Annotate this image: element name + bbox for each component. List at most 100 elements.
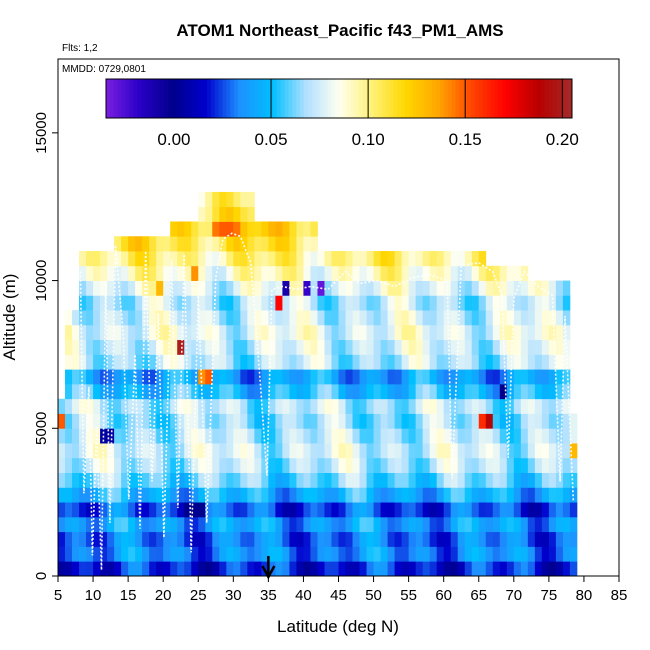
heatmap-cell <box>254 546 262 562</box>
heatmap-cell <box>226 457 234 473</box>
heatmap-cell <box>401 531 410 547</box>
heatmap-cell <box>282 516 290 533</box>
heatmap-cell <box>205 324 213 341</box>
heatmap-cell <box>534 546 543 562</box>
heatmap-cell <box>114 295 122 311</box>
heatmap-cell <box>457 472 466 488</box>
heatmap-cell <box>303 546 311 562</box>
heatmap-cell <box>408 310 417 326</box>
heatmap-cell <box>338 295 346 311</box>
heatmap-cell <box>345 457 353 473</box>
heatmap-cell <box>114 487 122 503</box>
heatmap-cell <box>303 236 311 252</box>
heatmap-cell <box>380 251 388 267</box>
heatmap-cell <box>520 561 529 577</box>
heatmap-cell <box>352 339 360 355</box>
heatmap-cell <box>121 236 129 252</box>
colorbar-segment <box>451 79 456 118</box>
heatmap-cell <box>205 280 213 296</box>
heatmap-cell <box>212 487 220 503</box>
heatmap-cell <box>184 280 192 296</box>
heatmap-cell <box>240 324 248 341</box>
heatmap-cell <box>226 206 234 222</box>
heatmap-cell <box>205 398 213 414</box>
heatmap-cell <box>373 457 381 473</box>
heatmap-cell <box>233 369 241 385</box>
heatmap-cell <box>107 354 115 370</box>
colorbar-segment <box>214 79 220 118</box>
heatmap-cell <box>303 516 311 533</box>
heatmap-cell <box>191 472 199 488</box>
chart-title: ATOM1 Northeast_Pacific f43_PM1_AMS <box>176 21 503 40</box>
heatmap-cell <box>527 413 536 429</box>
heatmap-cell <box>226 472 234 488</box>
heatmap-cell <box>555 413 564 429</box>
heatmap-cell <box>240 487 248 503</box>
heatmap-cell <box>170 236 178 252</box>
heatmap-cell <box>219 428 227 444</box>
heatmap-cell <box>135 443 143 459</box>
heatmap-cell <box>282 295 290 311</box>
heatmap-cell <box>401 561 410 577</box>
heatmap-cell <box>541 561 550 577</box>
heatmap-cell <box>345 398 353 414</box>
heatmap-cell <box>541 502 550 518</box>
heatmap-cell <box>520 265 529 281</box>
heatmap-cell <box>401 516 410 533</box>
heatmap-cell <box>93 251 101 267</box>
heatmap-cell <box>121 310 129 326</box>
heatmap-cell <box>450 280 459 296</box>
heatmap-cell <box>492 354 501 370</box>
heatmap-cell <box>226 265 234 281</box>
heatmap-cell <box>513 413 522 429</box>
heatmap-cell <box>471 516 480 533</box>
heatmap-cell <box>135 310 143 326</box>
heatmap-cell <box>275 310 283 326</box>
heatmap-cell <box>191 398 199 414</box>
heatmap-cell <box>366 339 374 355</box>
heatmap-cell <box>219 339 227 355</box>
heatmap-cell <box>240 472 248 488</box>
heatmap-cell <box>317 398 325 414</box>
heatmap-cell <box>303 561 311 577</box>
heatmap-cell <box>233 516 241 533</box>
heatmap-cell <box>163 324 171 341</box>
heatmap-cell <box>100 339 108 355</box>
x-tick-label: 85 <box>611 587 628 604</box>
colorbar-segment <box>537 79 542 118</box>
heatmap-cell <box>562 280 571 296</box>
heatmap-cell <box>296 280 304 296</box>
heatmap-cell <box>408 251 417 267</box>
heatmap-cell <box>93 472 101 488</box>
heatmap-cell <box>212 310 220 326</box>
heatmap-cell <box>380 339 388 355</box>
heatmap-cell <box>387 516 395 533</box>
heatmap-cell <box>450 428 459 444</box>
heatmap-cell <box>464 354 473 370</box>
heatmap-cell <box>478 531 487 547</box>
heatmap-cell <box>366 251 374 267</box>
colorbar-segment <box>253 79 258 118</box>
heatmap-cell <box>562 457 571 473</box>
heatmap-cell <box>499 369 508 385</box>
heatmap-cell <box>534 280 543 296</box>
heatmap-cell <box>457 324 466 341</box>
heatmap-cell <box>317 354 325 370</box>
heatmap-cell <box>562 310 571 326</box>
heatmap-cell <box>184 324 192 341</box>
heatmap-cell <box>317 457 325 473</box>
heatmap-cell <box>541 310 550 326</box>
colorbar-segment <box>346 79 352 118</box>
heatmap-cell <box>471 310 480 326</box>
heatmap-cell <box>261 516 269 533</box>
heatmap-cell <box>408 324 417 341</box>
heatmap-cell <box>212 236 220 252</box>
heatmap-cell <box>408 383 417 400</box>
heatmap-cell <box>436 516 445 533</box>
colorbar-segment <box>276 79 282 118</box>
heatmap-cell <box>338 561 346 577</box>
heatmap-cell <box>226 398 234 414</box>
heatmap-cell <box>303 413 311 429</box>
heatmap-cell <box>233 280 241 296</box>
heatmap-cell <box>443 472 452 488</box>
